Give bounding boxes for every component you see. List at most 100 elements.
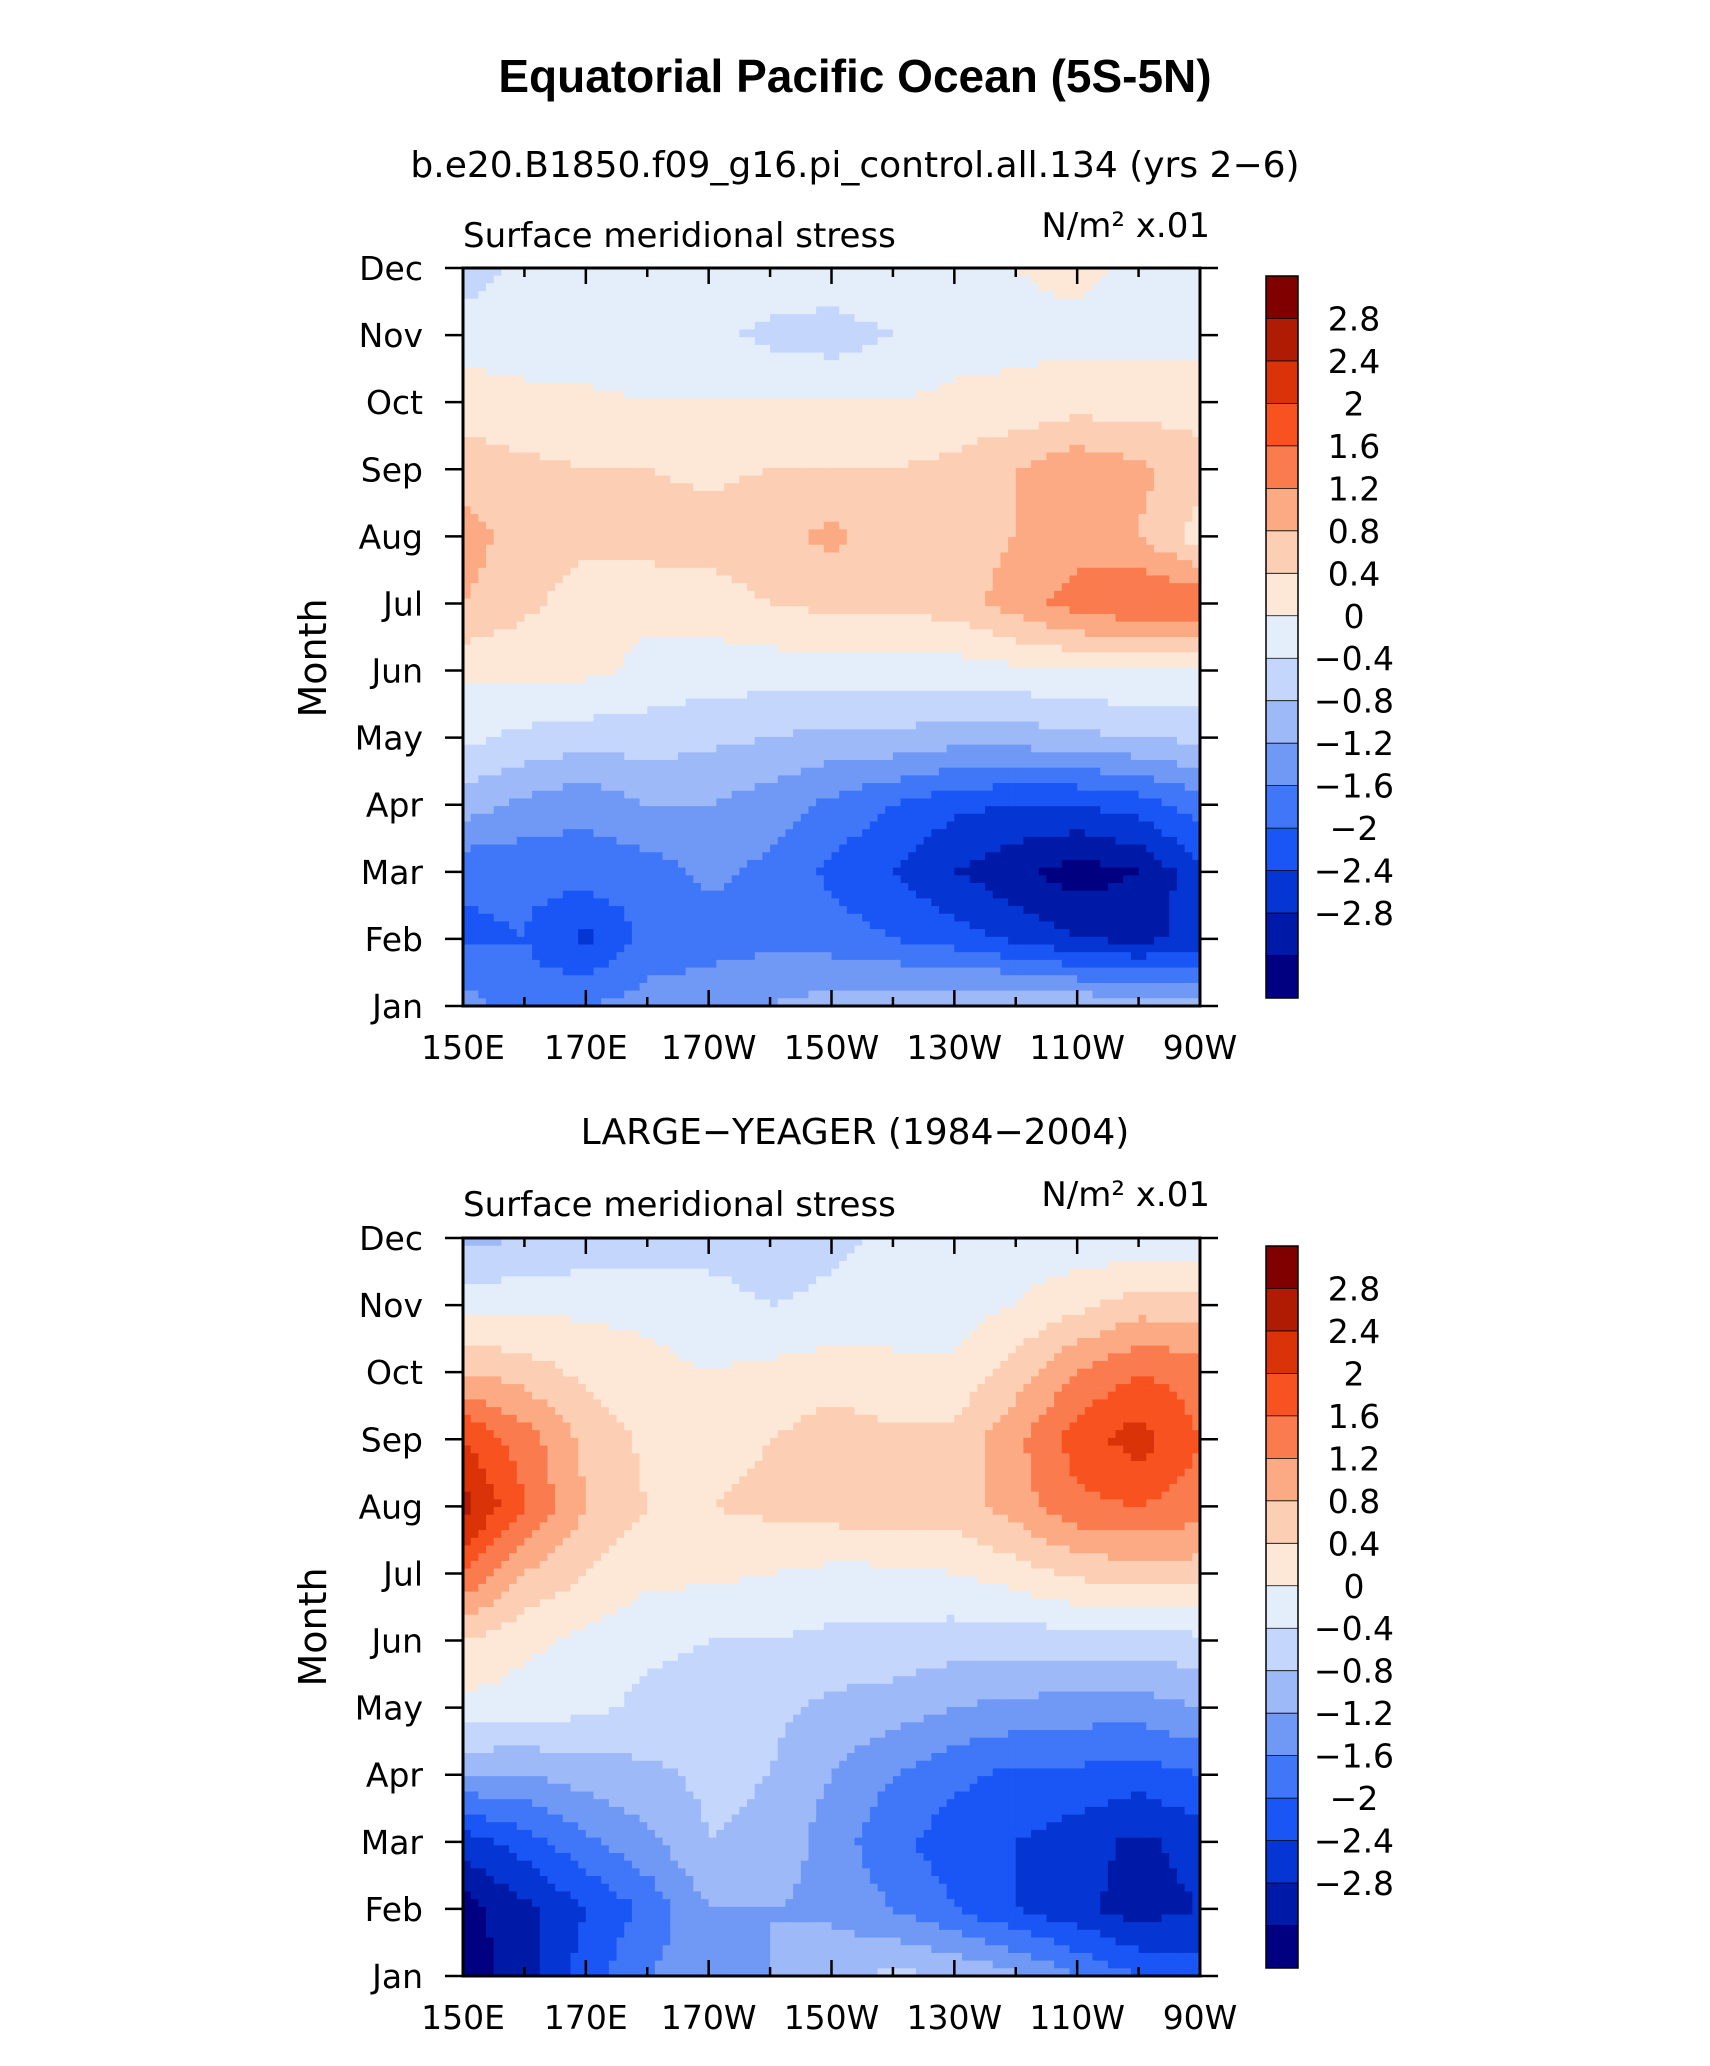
contour-cell xyxy=(601,298,610,308)
contour-cell xyxy=(1138,414,1147,423)
contour-cell xyxy=(793,306,802,315)
contour-cell xyxy=(846,621,856,630)
contour-cell xyxy=(578,314,587,323)
contour-cell xyxy=(754,660,764,669)
contour-cell xyxy=(992,329,1001,338)
contour-cell xyxy=(1038,575,1048,584)
contour-cell xyxy=(877,375,886,384)
contour-cell xyxy=(915,329,925,338)
contour-cell xyxy=(985,421,994,431)
contour-cell xyxy=(585,644,595,653)
contour-cell xyxy=(1008,537,1017,546)
contour-cell xyxy=(1161,583,1170,592)
contour-cell xyxy=(1115,613,1124,623)
contour-cell xyxy=(985,514,994,523)
contour-cell xyxy=(908,291,917,300)
contour-cell xyxy=(1130,590,1140,600)
contour-cell xyxy=(1092,544,1101,554)
contour-cell xyxy=(747,660,756,669)
contour-cell xyxy=(839,437,848,446)
contour-cell xyxy=(509,337,518,346)
contour-cell xyxy=(486,329,495,338)
contour-cell xyxy=(1153,291,1163,300)
contour-cell xyxy=(946,467,955,477)
contour-cell xyxy=(662,606,671,615)
contour-cell xyxy=(1130,275,1140,284)
contour-cell xyxy=(977,613,986,623)
contour-cell xyxy=(1023,467,1032,477)
contour-cell xyxy=(731,375,740,384)
contour-cell xyxy=(1054,652,1063,661)
contour-cell xyxy=(547,429,556,438)
contour-cell xyxy=(470,629,479,638)
contour-cell xyxy=(1146,567,1155,577)
contour-cell xyxy=(539,460,549,469)
contour-cell xyxy=(470,529,479,538)
contour-cell xyxy=(1153,367,1163,377)
contour-cell xyxy=(777,652,787,661)
contour-cell xyxy=(854,537,863,546)
contour-cell xyxy=(785,375,794,384)
contour-cell xyxy=(585,467,595,477)
contour-cell xyxy=(716,606,725,615)
contour-cell xyxy=(516,483,526,492)
contour-cell xyxy=(977,660,986,669)
contour-cell xyxy=(585,352,595,361)
contour-cell xyxy=(877,383,886,392)
contour-cell xyxy=(601,583,610,592)
contour-cell xyxy=(608,506,618,515)
contour-cell xyxy=(946,406,955,415)
contour-cell xyxy=(754,437,764,446)
contour-cell xyxy=(1184,367,1193,377)
contour-cell xyxy=(1084,552,1094,561)
contour-cell xyxy=(1138,660,1147,669)
contour-cell xyxy=(770,375,779,384)
contour-cell xyxy=(946,514,955,523)
contour-cell xyxy=(785,529,794,538)
contour-cell xyxy=(915,321,925,331)
contour-cell xyxy=(470,498,479,507)
contour-cell xyxy=(662,583,671,592)
contour-cell xyxy=(493,590,502,600)
contour-cell xyxy=(1038,291,1048,300)
contour-cell xyxy=(1077,360,1086,369)
contour-cell xyxy=(631,383,641,392)
contour-cell xyxy=(762,598,771,607)
contour-cell xyxy=(1015,421,1025,431)
contour-cell xyxy=(562,268,572,277)
contour-cell xyxy=(793,544,802,554)
contour-cell xyxy=(578,544,587,554)
contour-cell xyxy=(1038,467,1048,477)
contour-cell xyxy=(839,583,848,592)
contour-cell xyxy=(700,583,710,592)
contour-cell xyxy=(846,460,856,469)
contour-cell xyxy=(854,590,863,600)
contour-cell xyxy=(470,352,479,361)
contour-cell xyxy=(1092,606,1101,615)
contour-cell xyxy=(877,567,886,577)
contour-cell xyxy=(654,344,664,354)
contour-cell xyxy=(631,483,641,492)
contour-cell xyxy=(1123,352,1132,361)
contour-cell xyxy=(892,506,902,515)
contour-cell xyxy=(539,383,549,392)
contour-cell xyxy=(823,367,833,377)
contour-cell xyxy=(708,352,717,361)
contour-cell xyxy=(1008,352,1017,361)
contour-cell xyxy=(731,652,740,661)
contour-cell xyxy=(869,529,879,538)
contour-cell xyxy=(593,660,602,669)
contour-cell xyxy=(946,321,955,331)
contour-cell xyxy=(946,544,955,554)
contour-cell xyxy=(754,598,764,607)
contour-cell xyxy=(516,391,526,400)
contour-cell xyxy=(547,375,556,384)
contour-cell xyxy=(670,652,679,661)
contour-cell xyxy=(685,398,694,407)
contour-cell xyxy=(762,575,771,584)
contour-cell xyxy=(1054,544,1063,554)
contour-cell xyxy=(908,406,917,415)
contour-cell xyxy=(1107,567,1117,577)
contour-cell xyxy=(562,644,572,653)
contour-cell xyxy=(593,598,602,607)
